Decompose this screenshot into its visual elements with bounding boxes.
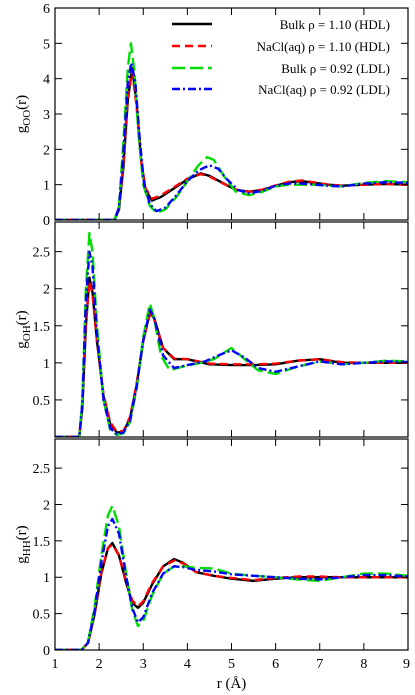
x-tick-label-4: 5 <box>228 657 235 672</box>
x-tick-label-6: 7 <box>316 657 323 672</box>
x-tick-label-5: 6 <box>272 657 279 672</box>
y-tick-label-hh-0: 0 <box>43 644 50 659</box>
series-line-oh-1 <box>55 280 408 437</box>
series-line-hh-3 <box>55 517 408 650</box>
y-tick-label-hh-4: 2 <box>43 498 50 513</box>
y-tick-label-oh-0: 0.5 <box>33 394 51 409</box>
x-tick-label-2: 3 <box>140 657 147 672</box>
series-line-oh-2 <box>55 231 408 437</box>
y-tick-label-oo-3: 3 <box>43 108 50 123</box>
y-tick-label-oo-0: 0 <box>43 214 50 229</box>
y-axis-label-oo: gOO(r) <box>14 95 33 133</box>
y-tick-label-oh-2: 1.5 <box>33 320 51 335</box>
series-line-oh-3 <box>55 250 408 437</box>
panels-layer: 0123456gOO(r)0.511.522.5gOH(r)00.511.522… <box>14 2 410 672</box>
y-tick-label-hh-3: 1.5 <box>33 535 51 550</box>
y-tick-label-oo-6: 6 <box>43 2 50 17</box>
legend-label-bulk-ldl: Bulk ρ = 0.92 (LDL) <box>281 61 390 76</box>
y-tick-label-oh-1: 1 <box>43 357 50 372</box>
plot-frame-hh <box>54 438 409 651</box>
panel-oh: 0.5 1 1.5 2 2.5 gOH(r) <box>14 221 409 438</box>
legend: Bulk ρ = 1.10 (HDL) NaCl(aq) ρ = 1.10 (H… <box>172 17 390 97</box>
y-tick-label-oo-1: 1 <box>43 179 50 194</box>
y-tick-label-hh-5: 2.5 <box>33 462 51 477</box>
y-tick-label-oh-3: 2 <box>43 283 50 298</box>
series-line-hh-1 <box>55 543 408 650</box>
panel-oo: 0 1 2 3 4 5 6 gOO(r) <box>14 2 409 229</box>
y-tick-label-hh-1: 0.5 <box>33 608 51 623</box>
x-tick-label-1: 2 <box>96 657 103 672</box>
plot-frame-oh <box>54 221 409 438</box>
legend-label-nacl-hdl: NaCl(aq) ρ = 1.10 (HDL) <box>257 39 390 54</box>
x-tick-label-8: 9 <box>403 657 410 672</box>
y-axis-label-oh: gOH(r) <box>14 310 33 348</box>
series-line-hh-0 <box>55 541 408 650</box>
x-tick-label-3: 4 <box>184 657 191 672</box>
series-line-hh-2 <box>55 504 408 650</box>
series-line-oo-1 <box>55 70 408 220</box>
series-line-oo-3 <box>55 61 408 220</box>
y-tick-label-oo-2: 2 <box>43 143 50 158</box>
y-tick-label-hh-2: 1 <box>43 571 50 586</box>
legend-label-nacl-ldl: NaCl(aq) ρ = 0.92 (LDL) <box>258 82 390 97</box>
y-tick-label-oh-4: 2.5 <box>33 246 51 261</box>
legend-label-bulk-hdl: Bulk ρ = 1.10 (HDL) <box>280 17 390 32</box>
x-tick-labels: 1 2 3 4 5 6 7 8 9 <box>52 657 411 672</box>
x-tick-label-7: 8 <box>360 657 367 672</box>
y-axis-label-hh: gHH(r) <box>14 525 33 563</box>
y-tick-label-oo-4: 4 <box>43 73 50 88</box>
y-tick-label-oo-5: 5 <box>43 37 50 52</box>
x-axis-label: r (Å) <box>217 676 247 692</box>
x-tick-label-0: 1 <box>52 657 59 672</box>
panel-hh: 0 0.5 1 1.5 2 2.5 gHH(r) <box>14 438 409 659</box>
